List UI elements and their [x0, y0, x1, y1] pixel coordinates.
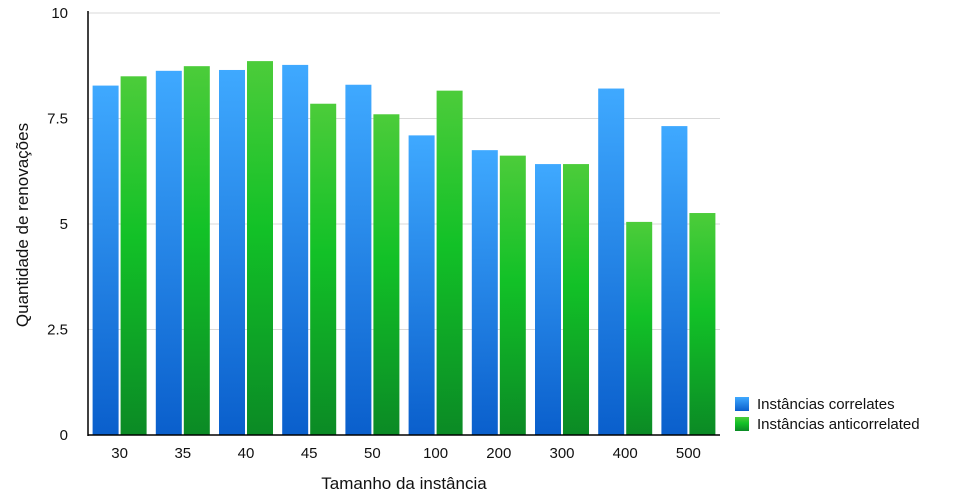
y-axis-title: Quantidade de renovações [13, 123, 32, 327]
bar-correlates-35 [155, 70, 182, 436]
y-tick-label: 10 [51, 5, 68, 22]
x-tick-label: 400 [613, 445, 638, 462]
x-tick-label: 500 [676, 445, 701, 462]
bar-correlates-45 [282, 64, 309, 435]
bar-anticorrelated-300 [563, 164, 589, 436]
x-tick-label: 100 [423, 445, 448, 462]
bar-anticorrelated-40 [247, 61, 273, 435]
legend-swatch [735, 417, 749, 431]
bar-anticorrelated-200 [499, 155, 526, 436]
y-tick-label: 7.5 [47, 111, 68, 128]
x-axis-title: Tamanho da instância [321, 474, 487, 493]
legend-label: Instâncias correlates [757, 396, 895, 413]
y-tick-label: 0 [60, 427, 68, 444]
bar-correlates-40 [219, 69, 245, 435]
y-tick-label: 2.5 [47, 322, 68, 339]
x-tick-label: 50 [364, 445, 381, 462]
axes [87, 11, 720, 436]
x-tick-label: 200 [486, 445, 511, 462]
y-tick-label: 5 [60, 216, 68, 233]
bar-anticorrelated-500 [689, 213, 716, 435]
tick-labels: 0 2.5 5 7.5 10 30 35 40 45 50 100 200 300 400 500 [47, 5, 701, 462]
x-tick-label: 45 [301, 445, 318, 462]
bar-correlates-200 [471, 150, 498, 435]
x-tick-label: 30 [111, 445, 128, 462]
bar-correlates-400 [598, 88, 625, 436]
bar-correlates-100 [408, 135, 435, 435]
bar-anticorrelated-30 [120, 76, 147, 436]
x-tick-label: 35 [174, 445, 191, 462]
bar-correlates-500 [661, 126, 688, 435]
bar-correlates-30 [92, 85, 119, 436]
bar-anticorrelated-45 [310, 103, 337, 435]
legend-swatch [735, 397, 749, 411]
bars [92, 61, 716, 436]
x-tick-label: 300 [549, 445, 574, 462]
bar-anticorrelated-35 [183, 66, 210, 435]
bar-anticorrelated-100 [436, 90, 463, 435]
grid-lines [88, 12, 720, 330]
bar-anticorrelated-400 [626, 221, 653, 435]
x-tick-label: 40 [238, 445, 255, 462]
bar-correlates-50 [345, 84, 372, 436]
bar-anticorrelated-50 [373, 114, 400, 435]
legend-label: Instâncias anticorrelated [757, 416, 920, 433]
legend: Instâncias correlates Instâncias anticorr… [735, 396, 920, 433]
bar-correlates-300 [535, 164, 561, 436]
